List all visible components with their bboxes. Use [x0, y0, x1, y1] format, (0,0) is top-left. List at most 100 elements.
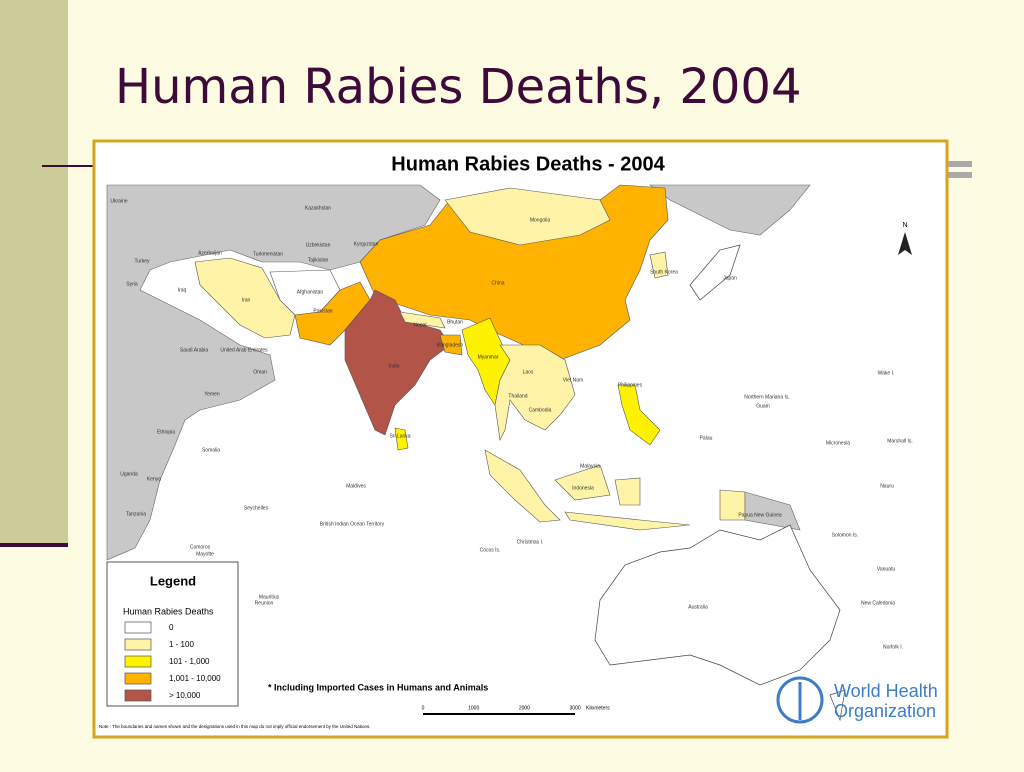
- legend-items: 0 1 - 100 101 - 1,000 1,001 - 10,000 > 10,00…: [124, 621, 221, 702]
- country-india: [344, 289, 451, 436]
- country-nz: [829, 689, 846, 722]
- legend-label: > 10,000: [169, 691, 201, 700]
- country-label: Iraq: [178, 287, 187, 293]
- country-label: Cocos Is.: [480, 547, 501, 553]
- country-label: Viet Nam: [563, 377, 583, 383]
- country-label: Reunion: [255, 600, 274, 606]
- country-label: South Korea: [650, 269, 678, 275]
- legend-swatch: [124, 655, 152, 668]
- country-label: Thailand: [508, 393, 527, 399]
- rule: [948, 172, 972, 178]
- country-nepal: [399, 311, 446, 329]
- country-label: Cambodia: [529, 407, 552, 413]
- country-label: Myanmar: [478, 354, 499, 360]
- legend-label: 1,001 - 10,000: [169, 674, 221, 683]
- country-sri-lanka: [394, 427, 409, 451]
- legend-swatch: [124, 672, 152, 685]
- country-iran: [194, 257, 296, 339]
- country-label: Vanuatu: [877, 566, 895, 572]
- scale-bar: 0 1000 2000 3000 Kilometers: [422, 705, 610, 715]
- country-label: British Indian Ocean Territory: [320, 521, 385, 527]
- country-label: China: [491, 280, 504, 286]
- country-label: Malaysia: [580, 463, 600, 469]
- country-korea: [649, 251, 669, 279]
- country-label: Syria: [126, 281, 138, 287]
- country-label: Oman: [253, 369, 267, 375]
- logo-text: Organization: [834, 701, 936, 721]
- country-labels: Kazakhstan Mongolia China Iran Afghanistan Pa…: [110, 198, 912, 650]
- country-label: Kenya: [147, 476, 161, 482]
- country-indonesia: [484, 449, 746, 531]
- country-label: New Caledonia: [861, 600, 895, 606]
- country-label: Marshall Is.: [887, 438, 913, 444]
- scale-tick-label: 2000: [519, 705, 530, 711]
- legend-label: 101 - 1,000: [169, 657, 210, 666]
- country-japan: [689, 244, 741, 301]
- country-label: Guam: [756, 403, 770, 409]
- country-label: Tanzania: [126, 511, 146, 517]
- legend-swatch: [124, 689, 152, 702]
- country-label: Afghanistan: [297, 289, 324, 295]
- country-label: Azerbaijan: [198, 250, 222, 256]
- legend-label: 0: [169, 623, 174, 632]
- map-note: Note : The boundaries and names shown an…: [99, 724, 371, 729]
- country-label: Comoros: [190, 544, 211, 550]
- country-label: Bangladesh: [437, 342, 464, 348]
- country-label: Australia: [688, 604, 708, 610]
- legend-swatch: [124, 638, 152, 651]
- north-arrow: [898, 232, 912, 255]
- country-label: Yemen: [204, 391, 220, 397]
- landmass: [744, 491, 801, 531]
- country-label: Maldives: [346, 483, 366, 489]
- map-title: Human Rabies Deaths - 2004: [391, 153, 665, 175]
- country-label: Mongolia: [530, 217, 551, 223]
- country-philippines: [617, 384, 661, 446]
- logo-text: World Health: [834, 681, 938, 701]
- legend-swatch: [124, 621, 152, 634]
- country-label: Nauru: [880, 483, 894, 489]
- scale-tick-label: 0: [422, 705, 425, 711]
- country-label: Tajikistan: [308, 257, 329, 263]
- side-strip: [0, 0, 68, 545]
- country-label: Nepal: [413, 322, 426, 328]
- country-label: Mayotte: [196, 551, 214, 557]
- country-label: Somalia: [202, 447, 220, 453]
- north-label: N: [902, 222, 907, 229]
- country-label: Saudi Arabia: [180, 347, 209, 353]
- country-label: Kazakhstan: [305, 205, 331, 211]
- country-se-asia: [494, 344, 576, 441]
- legend-label: 1 - 100: [169, 640, 194, 649]
- legend-subtitle: Human Rabies Deaths: [123, 606, 214, 616]
- who-logo: World Health Organization: [776, 676, 938, 724]
- country-label: Japan: [723, 275, 737, 281]
- landmass: [649, 184, 811, 236]
- country-label: Papua New Guinea: [738, 512, 782, 518]
- country-label: Laos: [523, 369, 534, 375]
- country-label: Philippines: [618, 382, 643, 388]
- country-label: Palau: [700, 435, 713, 441]
- country-label: Seychelles: [244, 505, 269, 511]
- country-label: Mauritius: [259, 594, 280, 600]
- country-label: India: [389, 363, 400, 369]
- country-label: Bhutan: [447, 319, 463, 325]
- footnote: * Including Imported Cases in Humans and…: [268, 682, 488, 692]
- country-australia: [594, 524, 841, 686]
- country-label: Ukraine: [110, 198, 127, 204]
- country-label: Turkmenistan: [253, 251, 283, 257]
- country-label: Pakistan: [313, 308, 332, 314]
- country-mongolia: [444, 187, 611, 246]
- scale-unit: Kilometers: [586, 705, 610, 711]
- scale-tick-label: 1000: [468, 705, 479, 711]
- legend-title: Legend: [150, 573, 196, 588]
- map: N: [106, 184, 912, 722]
- country-label: Norfolk I.: [883, 644, 903, 650]
- country-bangladesh: [439, 334, 463, 356]
- country-label: Solomon Is.: [832, 532, 858, 538]
- country-label: Kyrgyzstan: [354, 241, 379, 247]
- country-label: Christmas I.: [517, 539, 544, 545]
- country-label: Wake I.: [878, 370, 895, 376]
- slide-title: Human Rabies Deaths, 2004: [115, 59, 802, 115]
- country-label: United Arab Emirates: [220, 347, 268, 353]
